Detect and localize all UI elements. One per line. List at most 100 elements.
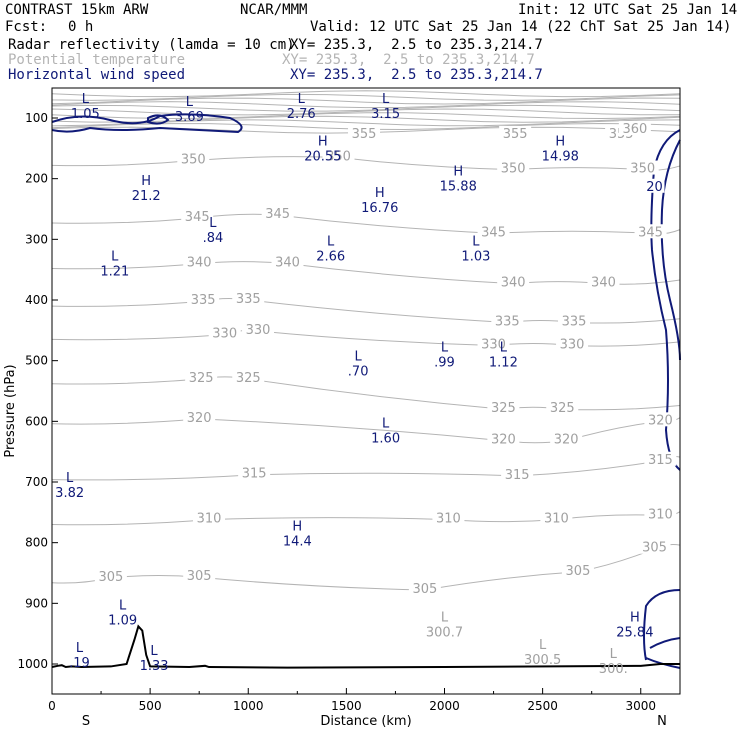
x-endpoint-left: S xyxy=(82,714,90,729)
wind-extremum-value: 3.15 xyxy=(371,107,400,122)
theta-label: 345 xyxy=(185,210,210,225)
wind-extremum-type: H xyxy=(375,186,385,201)
theta-label-bg xyxy=(185,369,218,384)
theta-label-bg xyxy=(626,160,659,175)
theta-label: 330 xyxy=(560,338,585,353)
theta-label: 305 xyxy=(566,564,591,579)
wind-extremum-value: 2.76 xyxy=(287,107,316,122)
y-tick-label: 100 xyxy=(25,111,48,125)
y-tick-label: 800 xyxy=(25,536,48,550)
theta-label: 315 xyxy=(505,468,530,483)
axes: 0 500 1000 1500 2000 2500 3000 100 200 300 400 500 6… xyxy=(17,111,656,713)
theta-upper-line xyxy=(51,108,681,116)
theta-label: 345 xyxy=(481,225,506,240)
theta-label-bg xyxy=(501,466,534,481)
x-tick-label: 1000 xyxy=(233,699,264,713)
theta-label: 320 xyxy=(491,433,516,448)
theta-label: 360 xyxy=(622,122,647,137)
theta-extremum-type: L xyxy=(610,647,618,662)
x-tick-label: 1500 xyxy=(331,699,362,713)
theta-label-bg xyxy=(187,292,220,307)
wind-extremum-value: 14.98 xyxy=(542,149,579,164)
model-title: CONTRAST 15km ARW xyxy=(5,2,149,18)
theta-extremum-value: 300. xyxy=(599,662,628,677)
wind-extremum-type: L xyxy=(382,92,390,107)
theta-label: 345 xyxy=(638,225,663,240)
theta-label-bg xyxy=(561,562,594,577)
x-tick-label: 0 xyxy=(48,699,56,713)
theta-label-bg xyxy=(638,539,671,554)
wind-extremum-value: 20.55 xyxy=(304,149,341,164)
theta-label-bg xyxy=(183,409,216,424)
field-2-name: Potential temperature xyxy=(8,52,186,68)
theta-upper-line xyxy=(51,93,681,101)
theta-label-bg xyxy=(587,274,620,289)
y-tick-label: 900 xyxy=(25,596,48,610)
theta-upper-band xyxy=(51,90,681,134)
wind-contour-lower-right-inner xyxy=(649,637,681,649)
valid-time: Valid: 12 UTC Sat 25 Jan 14 (22 ChT Sat … xyxy=(310,19,732,35)
wind-extremum-type: H xyxy=(453,165,463,180)
theta-label-bg xyxy=(238,465,271,480)
theta-extremum-value: 300.7 xyxy=(426,626,463,641)
theta-label: 340 xyxy=(591,276,616,291)
theta-label: 310 xyxy=(648,507,673,522)
wind-extremum-type: L xyxy=(209,216,217,231)
theta-label-bg xyxy=(94,568,127,583)
theta-label: 345 xyxy=(265,207,290,222)
theta-label-bg xyxy=(348,125,381,140)
wind-extremum-value: .19 xyxy=(69,656,90,671)
fcst-value: 0 h xyxy=(68,19,94,35)
wind-contour-lower-right xyxy=(643,589,681,661)
theta-label-bg xyxy=(181,209,214,224)
theta-label: 320 xyxy=(554,433,579,448)
theta-label-bg xyxy=(193,510,225,525)
theta-upper-line xyxy=(51,97,681,105)
theta-contour-345 xyxy=(51,213,681,235)
theta-label: 350 xyxy=(630,162,655,177)
theta-label-bg xyxy=(540,510,573,525)
theta-extremum-type: L xyxy=(539,638,547,653)
y-axis-title: Pressure (hPa) xyxy=(3,364,18,457)
wind-extremum-value: 1.60 xyxy=(371,431,400,446)
wind-extremum-value: 1.09 xyxy=(108,613,137,628)
wind-extremum-type: L xyxy=(355,350,363,365)
theta-contour-320 xyxy=(51,417,681,444)
x-axis-title: Distance (km) xyxy=(320,714,411,729)
wind-extremum-value: 1.05 xyxy=(71,107,100,122)
theta-upper-line xyxy=(51,126,681,134)
theta-upper-line xyxy=(51,101,681,109)
theta-label: 340 xyxy=(187,256,212,271)
theta-upper-line xyxy=(51,119,681,127)
theta-label: 320 xyxy=(187,411,212,426)
x-tick-label: 500 xyxy=(139,699,162,713)
theta-label-bg xyxy=(487,400,520,415)
contour-labels: 305 305 305 305 305 310 310 310 310 315 315 315 320 3… xyxy=(94,121,677,597)
theta-label: 350 xyxy=(501,162,526,177)
theta-extremum-type: L xyxy=(441,611,449,626)
theta-label: 305 xyxy=(187,569,212,584)
wind-extremum-value: 1.21 xyxy=(100,265,129,280)
x-tick-label: 2500 xyxy=(527,699,558,713)
theta-label: 335 xyxy=(562,314,587,329)
init-time: Init: 12 UTC Sat 25 Jan 14 xyxy=(518,2,738,18)
theta-label-bg xyxy=(546,400,579,415)
wind-extremum-type: L xyxy=(298,92,306,107)
wind-extremum-value: .99 xyxy=(434,356,455,371)
wind-extremum-type: L xyxy=(441,341,449,356)
theta-label: 330 xyxy=(212,327,237,342)
theta-label: 310 xyxy=(436,512,461,527)
terrain-profile xyxy=(51,624,680,669)
wind-extremum-type: H xyxy=(318,134,328,149)
wind-extremum-value: 3.82 xyxy=(55,486,84,501)
theta-contour-325 xyxy=(51,376,681,411)
wind-extremum-value: .70 xyxy=(348,365,369,380)
theta-label: 355 xyxy=(352,127,377,142)
wind-extremum-type: L xyxy=(66,471,74,486)
wind-extremum-value: 25.84 xyxy=(616,626,653,641)
y-tick-label: 400 xyxy=(25,293,48,307)
theta-label: 315 xyxy=(242,467,267,482)
wind-extremum-value: 14.4 xyxy=(283,535,312,550)
theta-label-bg xyxy=(644,412,677,427)
